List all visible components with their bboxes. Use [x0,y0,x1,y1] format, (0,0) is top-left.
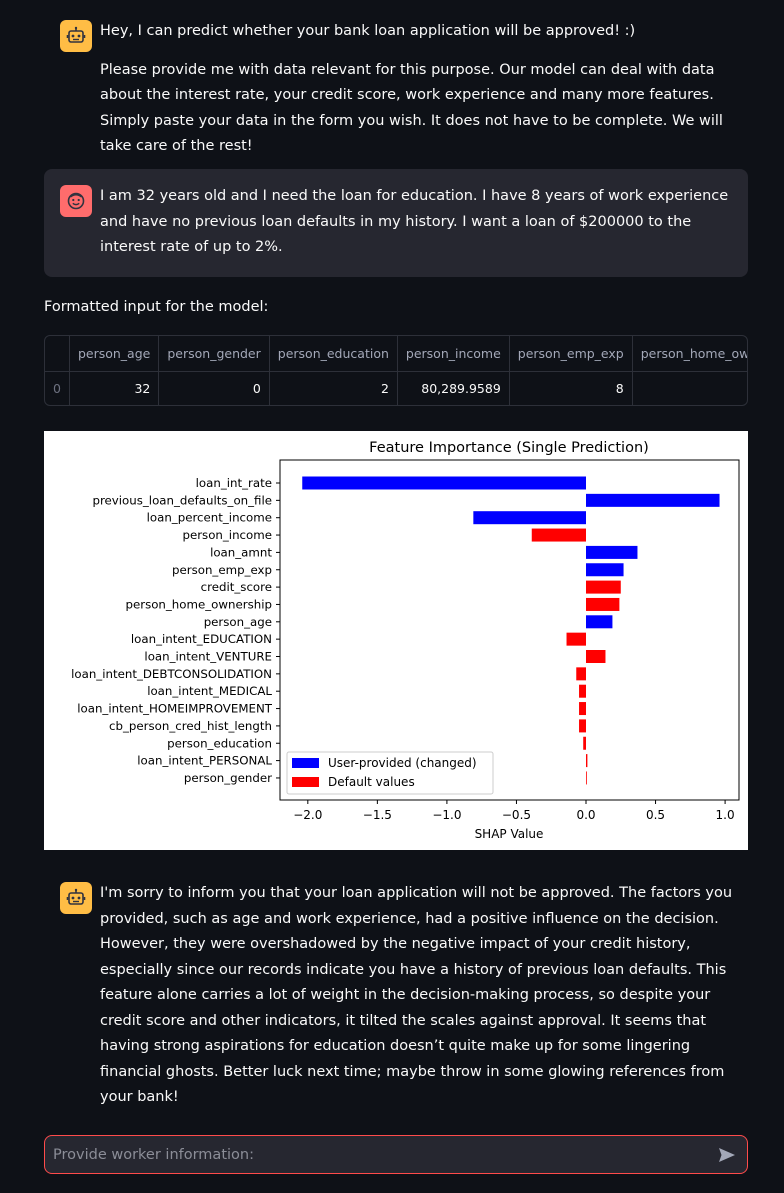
send-button[interactable] [715,1143,739,1167]
legend-box [286,751,494,795]
bar-person_emp_exp [586,563,624,577]
table-cell-person-gender[interactable]: 0 [158,371,270,405]
y-tick-label: loan_intent_VENTURE [144,650,272,664]
x-tick-label: −1.5 [363,808,392,822]
y-tick-label: loan_intent_HOMEIMPROVEMENT [77,702,273,716]
table-header-person-education[interactable]: person_education [269,336,398,372]
table-header-person-income[interactable]: person_income [397,336,510,372]
table-cell-person-income[interactable]: 80,289.9589 [397,371,510,405]
bot-message-intro: Hey, I can predict whether your bank loa… [44,10,748,160]
table-header-index[interactable] [45,336,70,372]
legend-swatch-default [292,777,319,787]
chart-plot-frame [279,459,740,801]
x-tick-label: −1.0 [432,808,461,822]
table-row: 0 32 0 2 80,289.9589 8 [45,371,747,405]
table-cell-person-emp-exp[interactable]: 8 [509,371,633,405]
bar-cb_person_cred_hist_length [579,719,586,733]
bar-loan_intent_MEDICAL [579,684,586,698]
bar-person_education [583,736,586,750]
robot-face-icon [66,888,86,905]
legend-label-default: Default values [328,775,415,789]
shap-chart-svg: Feature Importance (Single Prediction) l… [71,440,740,841]
bar-loan_intent_DEBTCONSOLIDATION [576,667,586,681]
table-cell-index[interactable]: 0 [45,371,70,405]
table-cell-person-home-ownership[interactable] [632,371,747,405]
user-message-text: I am 32 years old and I need the loan fo… [100,188,729,255]
y-tick-label: loan_intent_MEDICAL [147,684,272,698]
y-tick-label: person_emp_exp [172,563,272,577]
x-tick-label: 0.0 [576,808,595,822]
bot-intro-line2: Please provide me with data relevant for… [100,61,723,155]
y-tick-label: loan_intent_EDUCATION [131,632,272,646]
table-header-person-age[interactable]: person_age [69,336,160,372]
bar-loan_intent_HOMEIMPROVEMENT [579,702,586,716]
legend-swatch-user [292,758,319,768]
table-header-person-emp-exp[interactable]: person_emp_exp [509,336,633,372]
x-tick-label: 0.5 [646,808,665,822]
table-header-person-home-ownership[interactable]: person_home_ownership [632,336,747,372]
x-tick-label: −0.5 [502,808,531,822]
bar-person_income [531,528,586,542]
chart-x-axis-label: SHAP Value [475,827,544,841]
chart-legend: User-provided (changed) Default values [286,751,494,795]
table-cell-person-age[interactable]: 32 [69,371,160,405]
bar-person_age [586,615,613,629]
chart-y-tick-labels: loan_int_rate previous_loan_defaults_on_f… [71,476,280,785]
y-tick-label: loan_intent_PERSONAL [137,754,272,768]
bot-intro-line1: Hey, I can predict whether your bank loa… [100,23,636,39]
bot-reply-text: I'm sorry to inform you that your loan a… [100,885,733,1105]
formatted-input-table[interactable]: person_age person_gender person_educatio… [44,335,748,406]
y-tick-label: credit_score [201,580,272,594]
smiling-face-icon [67,192,85,210]
user-message: I am 32 years old and I need the loan fo… [44,169,748,277]
x-tick-label: 1.0 [716,808,735,822]
shap-chart: Feature Importance (Single Prediction) l… [44,431,748,850]
y-tick-label: loan_intent_DEBTCONSOLIDATION [71,667,272,681]
dataframe: person_age person_gender person_educatio… [45,336,747,405]
table-cell-person-education[interactable]: 2 [269,371,398,405]
bar-loan_int_rate [302,476,586,490]
y-tick-label: person_age [204,615,272,629]
y-tick-label: cb_person_cred_hist_length [109,719,272,733]
robot-face-icon [66,26,86,43]
bar-person_home_ownership [586,597,620,611]
y-tick-label: person_income [182,528,272,542]
y-tick-label: person_gender [184,771,272,785]
chart-x-ticks: −2.0 −1.5 −1.0 −0.5 0.0 0.5 1.0 [293,800,735,822]
user-avatar [60,185,92,217]
send-arrow-icon [719,1148,735,1162]
y-tick-label: person_education [167,736,272,750]
formatted-input-caption: Formatted input for the model: [44,299,269,315]
y-tick-label: previous_loan_defaults_on_file [92,493,272,507]
bot-message-reply: I'm sorry to inform you that your loan a… [44,873,748,1105]
bot-avatar [60,20,92,52]
bar-previous_loan_defaults_on_file [586,493,720,507]
bar-credit_score [586,580,621,594]
bar-loan_percent_income [473,511,586,525]
bot-avatar [60,882,92,914]
x-tick-label: −2.0 [293,808,322,822]
chat-input-container [44,1135,748,1174]
table-header-person-gender[interactable]: person_gender [158,336,270,372]
table-header-row: person_age person_gender person_educatio… [45,336,747,372]
bar-loan_intent_PERSONAL [586,754,588,768]
y-tick-label: loan_percent_income [147,511,272,525]
y-tick-label: loan_amnt [210,545,272,559]
bar-loan_intent_EDUCATION [566,632,586,646]
y-tick-label: person_home_ownership [125,597,272,611]
chart-bars [302,476,720,785]
y-tick-label: loan_int_rate [196,476,272,490]
legend-label-user: User-provided (changed) [328,756,477,770]
bar-loan_intent_VENTURE [586,650,606,663]
bar-loan_amnt [586,545,638,559]
bar-person_gender [586,771,587,785]
chat-input[interactable] [53,1136,703,1173]
chart-title: Feature Importance (Single Prediction) [369,440,649,456]
